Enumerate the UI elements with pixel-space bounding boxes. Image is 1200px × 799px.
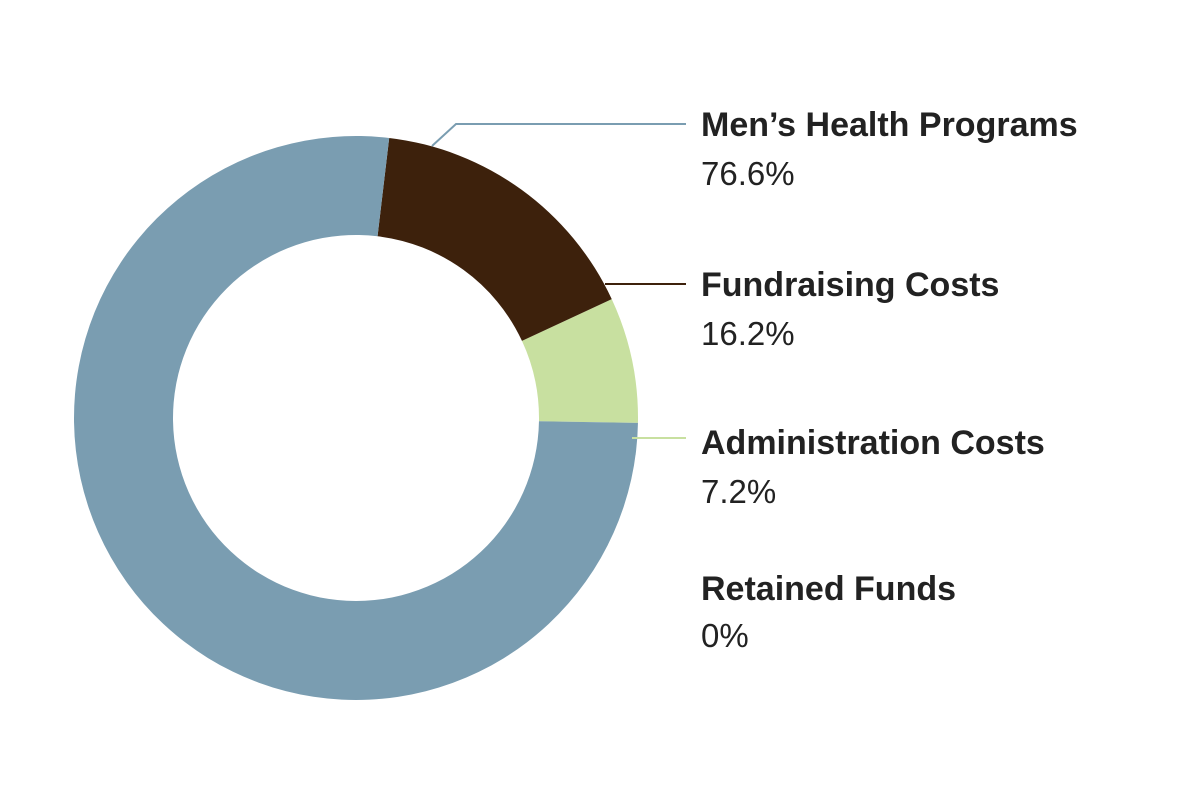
label-name-fundraising-costs: Fundraising Costs	[701, 266, 999, 304]
slice-administration-costs	[521, 299, 638, 423]
label-name-administration-costs: Administration Costs	[701, 424, 1045, 462]
slice-mens-health-programs	[74, 136, 638, 700]
label-value-mens-health-programs: 76.6%	[701, 155, 795, 192]
leader-lines	[431, 123, 686, 439]
donut-slices	[74, 136, 638, 700]
label-value-administration-costs: 7.2%	[701, 473, 776, 510]
label-name-mens-health-programs: Men’s Health Programs	[701, 106, 1078, 144]
label-value-fundraising-costs: 16.2%	[701, 315, 795, 352]
slice-labels: Men’s Health Programs 76.6% Fundraising Co…	[701, 106, 1078, 654]
slice-fundraising-costs	[377, 137, 612, 341]
label-name-retained-funds: Retained Funds	[701, 570, 956, 608]
label-value-retained-funds: 0%	[701, 617, 749, 654]
leader-line-mens-health-programs	[431, 123, 686, 147]
